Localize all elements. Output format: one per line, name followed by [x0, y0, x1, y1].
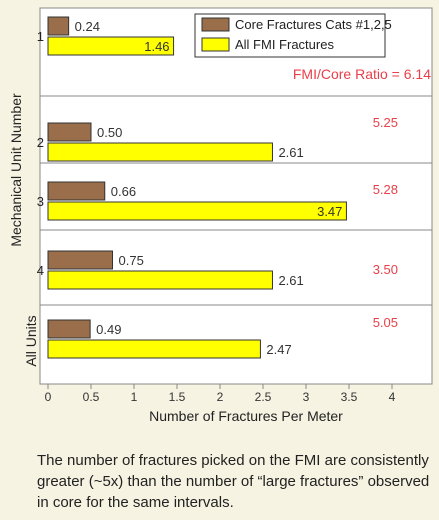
x-tick-label: 4: [389, 390, 396, 404]
core-bar-label: 0.24: [75, 19, 100, 34]
core-bar-label: 0.49: [96, 322, 121, 337]
x-axis-title: Number of Fractures Per Meter: [149, 408, 343, 424]
fmi-bar: [47, 36, 175, 56]
y-tick-label: 3: [37, 194, 44, 209]
x-tick-label: 2: [217, 390, 224, 404]
x-tick-label: 1.5: [169, 390, 186, 404]
y-axis-title: Mechanical Unit Number: [8, 93, 24, 247]
x-tick-label: 3.5: [341, 390, 358, 404]
core-bar-label: 0.75: [119, 253, 144, 268]
core-bar-label: 0.50: [97, 125, 122, 140]
fmi-bar: [47, 270, 273, 290]
core-bar-label: 0.66: [111, 184, 136, 199]
x-tick-label: 0: [45, 390, 52, 404]
core-bar: [47, 122, 92, 142]
ratio-title: FMI/Core Ratio = 6.14: [293, 66, 431, 82]
fmi-bar-label: 2.47: [266, 342, 291, 357]
fmi-bar-label: 2.61: [278, 145, 303, 160]
fmi-bar-label: 1.46: [144, 39, 169, 54]
fmi-bar: [47, 339, 261, 359]
y-tick-label: 1: [37, 29, 44, 44]
legend: Core Fractures Cats #1,2,5 All FMI Fract…: [194, 13, 392, 58]
x-tick-label: 1: [131, 390, 138, 404]
core-bar: [47, 181, 106, 201]
legend-label-core: Core Fractures Cats #1,2,5: [235, 17, 392, 32]
legend-swatch-core: [201, 17, 230, 32]
ratio-label: 5.05: [373, 315, 398, 330]
y-tick-label: All Units: [23, 315, 39, 366]
ratio-label: 5.25: [373, 115, 398, 130]
caption: The number of fractures picked on the FM…: [37, 452, 430, 511]
y-tick-label: 2: [37, 135, 44, 150]
fmi-bar-label: 3.47: [317, 204, 342, 219]
core-bar: [47, 319, 91, 339]
ratio-label: 5.28: [373, 182, 398, 197]
x-tick-label: 0.5: [83, 390, 100, 404]
core-bar: [47, 16, 70, 36]
fmi-bar-label: 2.61: [278, 273, 303, 288]
ratio-label: 3.50: [373, 262, 398, 277]
x-tick-label: 2.5: [255, 390, 272, 404]
plot-area: [39, 7, 433, 385]
y-tick-label: 4: [37, 263, 44, 278]
legend-swatch-fmi: [201, 37, 230, 52]
core-bar: [47, 250, 113, 270]
legend-label-fmi: All FMI Fractures: [235, 37, 334, 52]
x-tick-label: 3: [303, 390, 310, 404]
fmi-bar: [47, 142, 273, 162]
fmi-bar: [47, 201, 347, 221]
